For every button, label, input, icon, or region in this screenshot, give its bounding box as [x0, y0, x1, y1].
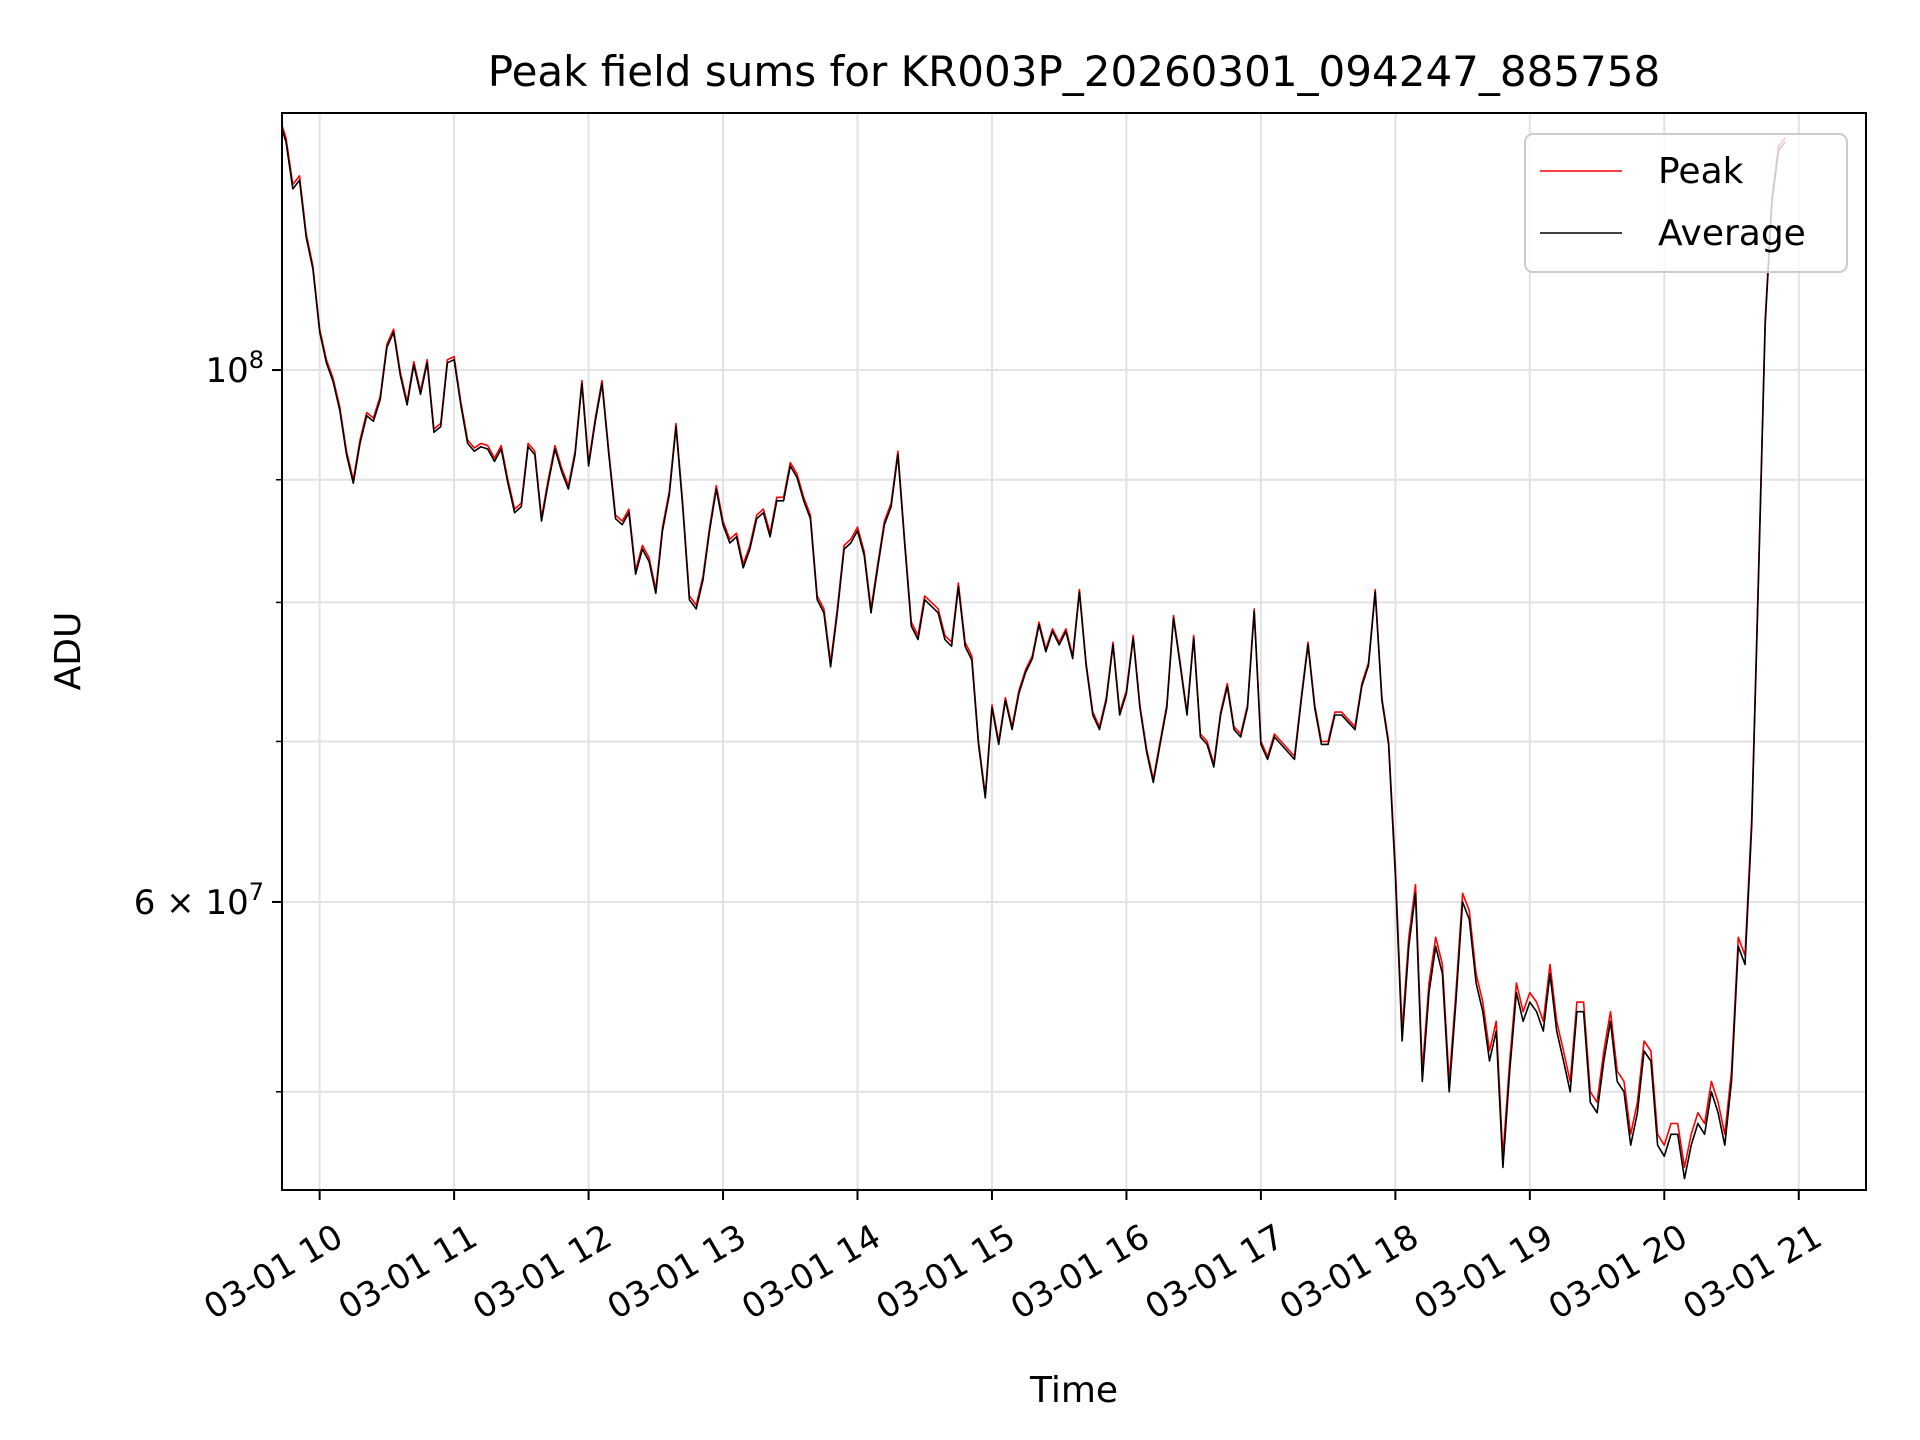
y-tick-label-base: 10 [205, 351, 248, 391]
series-average-line [282, 129, 1786, 1180]
y-tick-label-exponent: 8 [249, 346, 264, 374]
y-tick-label-exponent: 7 [249, 878, 264, 906]
legend-peak-label: Peak [1658, 151, 1744, 192]
plot-area [282, 125, 1786, 1180]
grid-lines [282, 113, 1866, 1190]
legend-average-label: Average [1658, 213, 1806, 254]
x-axis-label: Time [1029, 1370, 1118, 1411]
y-tick-label-prefix: 6 × [134, 883, 206, 923]
y-tick-label-base: 10 [205, 883, 248, 923]
axes-frame [281, 112, 1867, 1191]
chart-title: Peak field sums for KR003P_20260301_0942… [488, 47, 1660, 96]
y-tick-label: 6 × 107 [134, 878, 264, 923]
legend: Peak Average [1524, 133, 1848, 273]
y-tick-label: 108 [205, 346, 264, 391]
legend-box [1524, 133, 1848, 273]
y-axis-label: ADU [48, 612, 89, 691]
